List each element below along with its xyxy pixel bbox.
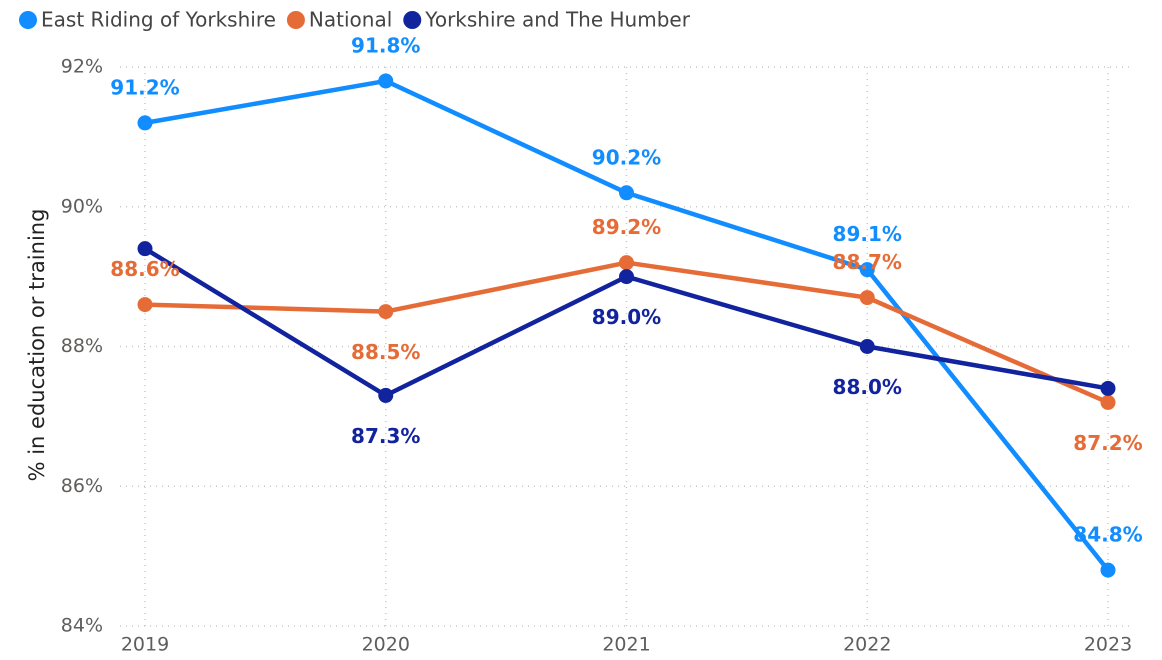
y-axis-label: % in education or training xyxy=(25,209,49,482)
data-label: 91.2% xyxy=(110,75,179,99)
data-point xyxy=(1100,380,1116,396)
data-label: 89.1% xyxy=(833,222,902,246)
y-tick-label: 92% xyxy=(61,56,103,78)
data-label: 89.0% xyxy=(592,305,661,329)
data-label: 87.2% xyxy=(1073,431,1142,455)
data-label: 88.5% xyxy=(351,340,420,364)
data-point xyxy=(619,255,634,271)
x-tick-label: 2021 xyxy=(602,634,650,656)
data-point xyxy=(137,241,153,257)
data-label: 90.2% xyxy=(592,145,661,169)
data-point xyxy=(619,269,634,285)
data-point xyxy=(1100,394,1116,410)
data-label: 88.0% xyxy=(833,375,902,399)
data-point xyxy=(619,185,634,201)
legend-label: East Riding of Yorkshire xyxy=(41,8,276,32)
data-point xyxy=(137,297,153,313)
data-point xyxy=(859,262,875,278)
data-point xyxy=(137,115,153,131)
legend-marker xyxy=(286,11,305,29)
data-label: 87.3% xyxy=(351,424,420,448)
y-tick-label: 90% xyxy=(61,195,103,217)
x-tick-label: 2023 xyxy=(1084,634,1132,656)
data-point xyxy=(378,387,394,403)
data-point xyxy=(859,339,875,354)
y-tick-label: 88% xyxy=(61,335,103,357)
data-label: 84.8% xyxy=(1073,523,1142,547)
legend-marker xyxy=(403,11,422,29)
x-tick-label: 2020 xyxy=(362,634,410,656)
data-point xyxy=(378,73,394,89)
legend-label: National xyxy=(309,8,392,32)
legend-marker xyxy=(19,11,37,29)
legend-label: Yorkshire and The Humber xyxy=(424,8,690,32)
data-point xyxy=(1100,562,1116,578)
y-tick-label: 84% xyxy=(61,615,103,637)
data-point xyxy=(378,304,394,320)
data-label: 88.6% xyxy=(110,257,179,281)
data-label: 89.2% xyxy=(592,215,661,239)
y-tick-label: 86% xyxy=(61,475,103,497)
data-point xyxy=(859,290,875,306)
x-tick-label: 2022 xyxy=(843,634,891,656)
data-label: 88.7% xyxy=(833,250,902,274)
x-tick-label: 2019 xyxy=(121,634,169,656)
data-label: 91.8% xyxy=(351,33,420,57)
